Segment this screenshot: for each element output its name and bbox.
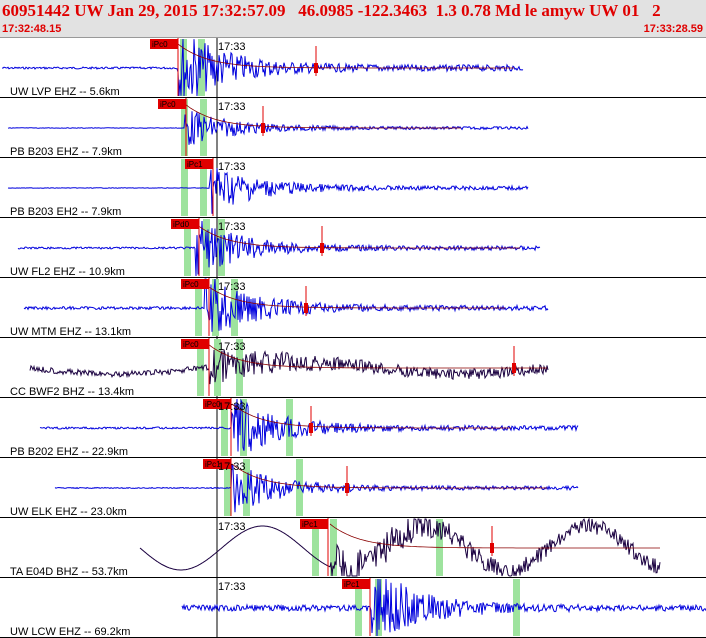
pick-label[interactable]: iPc0 xyxy=(183,340,199,349)
event-title: 60951442 UW Jan 29, 2015 17:32:57.09 46.… xyxy=(2,1,661,20)
coda-fit-curve xyxy=(184,103,461,129)
station-label: UW LVP EHZ -- 5.6km xyxy=(10,86,120,98)
pick-label[interactable]: iPc0 xyxy=(152,40,168,49)
waveform xyxy=(17,220,541,277)
pick-box[interactable] xyxy=(150,39,178,49)
pick-label[interactable]: iPc1 xyxy=(205,460,221,469)
coda-marker-head xyxy=(512,363,516,373)
waveform xyxy=(29,349,549,385)
phase-window-bar xyxy=(513,579,520,636)
station-label: UW FL2 EHZ -- 10.9km xyxy=(10,266,125,278)
station-label: UW MTM EHZ -- 13.1km xyxy=(10,326,131,338)
station-label: TA E04D BHZ -- 53.7km xyxy=(10,566,128,578)
coda-marker-head xyxy=(304,303,308,313)
station-label: UW LCW EHZ -- 69.2km xyxy=(10,626,130,638)
pick-box[interactable] xyxy=(181,279,209,289)
pick-box[interactable] xyxy=(185,159,213,169)
waveform xyxy=(139,517,661,577)
station-label: PB B203 EHZ -- 7.9km xyxy=(10,146,122,158)
phase-window-bar xyxy=(330,519,337,576)
waveform xyxy=(54,463,579,513)
coda-fit-curve xyxy=(231,463,547,489)
phase-window-bar xyxy=(355,579,362,636)
coda-marker-head xyxy=(261,123,265,133)
pick-label[interactable]: iPc1 xyxy=(187,160,203,169)
trace-row[interactable]: iPc0 17:33 PB B203 EHZ -- 7.9km xyxy=(0,98,706,158)
phase-window-bar xyxy=(212,279,219,336)
phase-window-bar xyxy=(243,459,250,516)
pick-box[interactable] xyxy=(171,219,199,229)
pick-label[interactable]: iPc0 xyxy=(183,280,199,289)
coda-marker-head xyxy=(345,483,349,493)
minute-tick-label: 17:33 xyxy=(218,401,246,413)
coda-fit-curve xyxy=(207,343,547,369)
trace-row[interactable]: iPc1 17:33 TA E04D BHZ -- 53.7km xyxy=(0,517,706,578)
pick-label[interactable]: iPc1 xyxy=(302,520,318,529)
coda-fit-curve xyxy=(195,223,520,249)
pick-box[interactable] xyxy=(203,459,231,469)
pick-box[interactable] xyxy=(158,99,186,109)
station-label: CC BWF2 BHZ -- 13.4km xyxy=(10,386,134,398)
coda-marker-head xyxy=(309,423,313,433)
minute-tick-label: 17:33 xyxy=(218,221,246,233)
phase-window-bar xyxy=(240,399,247,456)
pick-label[interactable]: iPc0 xyxy=(205,400,221,409)
minute-tick-label: 17:33 xyxy=(218,461,246,473)
end-time: 17:33:28.59 xyxy=(643,23,703,35)
minute-tick-label: 17:33 xyxy=(218,581,246,593)
waveform xyxy=(181,578,706,637)
coda-marker-head xyxy=(320,243,324,253)
minute-tick-label: 17:33 xyxy=(218,161,246,173)
waveform xyxy=(7,168,529,214)
start-time: 17:32:48.15 xyxy=(2,23,62,35)
station-label: UW ELK EHZ -- 23.0km xyxy=(10,506,127,518)
minute-tick-label: 17:33 xyxy=(218,341,246,353)
trace-row[interactable]: iPc0 17:33 UW MTM EHZ -- 13.1km xyxy=(0,278,706,338)
phase-window-bar xyxy=(198,39,205,96)
waveform xyxy=(7,111,529,145)
pick-box[interactable] xyxy=(300,519,328,529)
minute-tick-label: 17:33 xyxy=(218,41,246,53)
phase-window-bar xyxy=(296,459,303,516)
pick-label[interactable]: iPc1 xyxy=(344,580,360,589)
trace-row[interactable]: iPc0 17:33 UW LVP EHZ -- 5.6km xyxy=(0,38,706,98)
station-label: PB B202 EHZ -- 22.9km xyxy=(10,446,128,458)
coda-marker-head xyxy=(490,543,494,553)
coda-fit-curve xyxy=(177,43,514,69)
trace-row[interactable]: iPc1 17:33 PB B203 EH2 -- 7.9km xyxy=(0,158,706,218)
waveform xyxy=(23,278,549,332)
phase-window-bar xyxy=(221,399,228,456)
pick-box[interactable] xyxy=(181,339,209,349)
coda-fit-curve xyxy=(204,283,505,309)
minute-tick-label: 17:33 xyxy=(218,281,246,293)
minute-tick-label: 17:33 xyxy=(218,521,246,533)
coda-fit-curve xyxy=(231,403,511,429)
coda-marker-head xyxy=(314,63,318,73)
phase-window-bar xyxy=(231,279,238,336)
trace-row[interactable]: iPc1 17:33 UW LCW EHZ -- 69.2km xyxy=(0,578,706,638)
pick-label[interactable]: iPd0 xyxy=(173,220,190,229)
pick-box[interactable] xyxy=(342,579,370,589)
trace-row[interactable]: iPd0 17:33 UW FL2 EHZ -- 10.9km xyxy=(0,218,706,278)
pick-label[interactable]: iPc0 xyxy=(160,100,176,109)
phase-window-bar xyxy=(312,519,319,576)
station-label: PB B203 EH2 -- 7.9km xyxy=(10,206,121,218)
pick-box[interactable] xyxy=(203,399,231,409)
minute-tick-label: 17:33 xyxy=(218,101,246,113)
coda-fit-curve xyxy=(329,523,660,549)
trace-row[interactable]: iPc0 17:33 CC BWF2 BHZ -- 13.4km xyxy=(0,338,706,398)
event-header: 60951442 UW Jan 29, 2015 17:32:57.09 46.… xyxy=(0,0,706,38)
